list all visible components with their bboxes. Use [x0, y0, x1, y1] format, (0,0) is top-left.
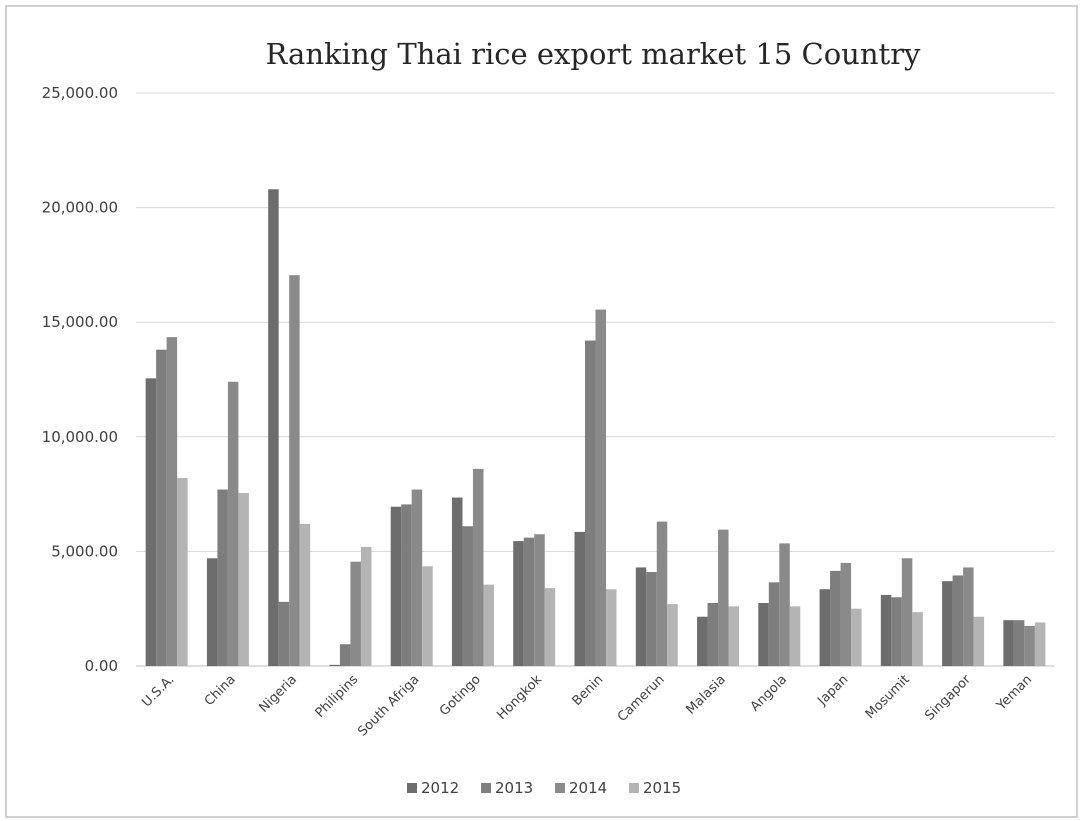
bar-2013-13: [952, 575, 964, 666]
bar-2014-1: [227, 381, 239, 666]
bar-2014-9: [718, 529, 729, 666]
bar-2015-13: [973, 616, 985, 666]
legend-label: 2013: [495, 779, 533, 797]
bar-2015-6: [544, 588, 556, 666]
bar-2014-7: [595, 309, 606, 666]
bar-2015-0: [177, 478, 188, 666]
bar-2013-9: [707, 602, 719, 666]
bar-2012-8: [635, 567, 647, 666]
bar-2013-12: [891, 597, 902, 666]
bar-2015-14: [1034, 622, 1046, 666]
bar-2012-0: [145, 378, 157, 666]
chart-frame: [5, 5, 1078, 818]
bar-2014-10: [779, 543, 790, 666]
bar-2015-5: [483, 584, 494, 666]
x-tick-label: Camerun: [615, 672, 668, 725]
bars: [145, 189, 1046, 666]
bar-2015-1: [238, 492, 249, 666]
bar-2012-13: [942, 581, 953, 666]
y-axis-ticks: 0.00 5,000.00 10,000.00 15,000.00 20,000.00 2…: [42, 84, 118, 675]
bar-2014-8: [656, 521, 668, 666]
bar-2015-8: [667, 604, 678, 666]
x-tick-label: Yeman: [993, 672, 1035, 714]
bar-2013-1: [217, 489, 228, 666]
bar-2013-4: [401, 504, 412, 666]
x-tick-label: Philipins: [313, 672, 362, 721]
x-tick-label: Hongkok: [494, 672, 545, 723]
bar-2015-7: [606, 589, 617, 666]
legend-swatch: [481, 783, 491, 793]
y-tick-label: 10,000.00: [42, 428, 118, 446]
x-tick-label: Nigeria: [256, 672, 299, 715]
bar-2014-2: [289, 275, 300, 666]
x-tick-label: Malasia: [684, 672, 729, 717]
y-tick-label: 25,000.00: [42, 84, 118, 102]
x-tick-label: Gotingo: [437, 672, 484, 719]
bar-2015-9: [728, 606, 740, 666]
x-tick-label: Japan: [814, 672, 851, 709]
bar-2012-11: [819, 589, 831, 666]
bar-2013-11: [830, 570, 841, 666]
legend-label: 2014: [569, 779, 607, 797]
x-tick-label: Singapor: [922, 672, 974, 724]
y-tick-label: 0.00: [85, 657, 118, 675]
bar-2013-7: [585, 340, 596, 666]
legend-label: 2015: [643, 779, 681, 797]
bar-2012-3: [329, 664, 340, 666]
legend-swatch: [629, 783, 639, 793]
bar-2014-0: [166, 337, 178, 666]
bar-2012-2: [268, 189, 279, 666]
bar-2013-3: [339, 644, 351, 666]
bar-2013-0: [156, 349, 167, 666]
bar-2014-5: [472, 468, 484, 666]
x-tick-label: South Afriga: [355, 672, 422, 739]
bar-2014-12: [901, 558, 913, 666]
bar-2013-10: [768, 582, 780, 666]
bar-2013-8: [646, 572, 657, 666]
bar-2013-2: [278, 601, 290, 666]
bar-2014-14: [1024, 625, 1035, 666]
bar-2012-4: [390, 506, 402, 666]
bar-2014-3: [350, 561, 361, 666]
bar-2013-5: [462, 526, 473, 666]
x-tick-label: China: [202, 672, 239, 709]
legend-label: 2012: [421, 779, 459, 797]
bar-2012-5: [451, 497, 463, 666]
bar-2013-14: [1013, 620, 1025, 666]
bar-2014-13: [963, 567, 974, 666]
bar-2012-9: [697, 616, 708, 666]
bar-2012-1: [206, 558, 218, 666]
y-tick-label: 20,000.00: [42, 199, 118, 217]
x-tick-label: Angola: [748, 672, 790, 714]
bar-2012-12: [880, 594, 892, 666]
chart-title: Ranking Thai rice export market 15 Count…: [266, 37, 922, 71]
x-tick-label: U.S.A.: [139, 672, 177, 710]
bar-2014-6: [534, 534, 545, 666]
bar-2015-11: [851, 608, 862, 666]
bar-2012-6: [513, 541, 524, 666]
legend: 2012 2013 2014 2015: [407, 779, 681, 797]
bar-2015-10: [789, 606, 801, 666]
bar-2015-12: [912, 612, 923, 666]
bar-2013-6: [523, 537, 535, 666]
bar-2012-7: [574, 531, 585, 666]
bar-2012-14: [1003, 620, 1014, 666]
x-tick-label: Benin: [570, 672, 607, 709]
bar-2015-3: [360, 546, 372, 666]
bar-2012-10: [758, 602, 769, 666]
x-tick-label: Mosumit: [863, 672, 913, 722]
legend-swatch: [555, 783, 565, 793]
bar-2014-11: [840, 562, 852, 666]
bar-2014-4: [411, 489, 423, 666]
bar-2015-2: [299, 523, 311, 666]
legend-swatch: [407, 783, 417, 793]
y-tick-label: 5,000.00: [51, 542, 118, 560]
bar-2015-4: [422, 566, 433, 666]
y-tick-label: 15,000.00: [42, 313, 118, 331]
